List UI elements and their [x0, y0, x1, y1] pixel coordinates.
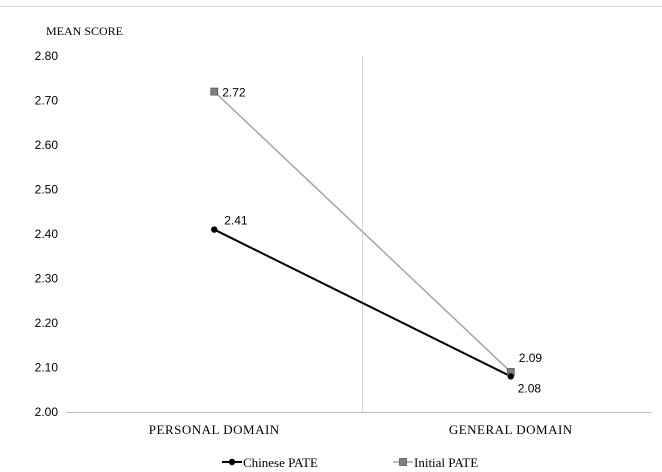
- data-label: 2.41: [224, 214, 248, 228]
- legend-swatch-marker: [228, 458, 236, 466]
- y-tick-label: 2.70: [35, 94, 59, 108]
- y-tick-label: 2.20: [35, 316, 59, 330]
- x-tick-label: PERSONAL DOMAIN: [149, 422, 280, 437]
- legend-label: Initial PATE: [414, 455, 478, 470]
- legend: Chinese PATE Initial PATE: [222, 455, 478, 470]
- series-line-initial-pate: [213, 91, 512, 373]
- y-tick-label: 2.10: [35, 361, 59, 375]
- x-axis-labels: PERSONAL DOMAIN GENERAL DOMAIN: [149, 422, 573, 437]
- y-tick-label: 2.80: [35, 49, 59, 63]
- data-point-marker: [507, 373, 514, 380]
- data-point-marker: [210, 87, 219, 96]
- y-tick-label: 2.50: [35, 183, 59, 197]
- series-line-chinese-pate: [213, 228, 512, 378]
- x-tick-label: GENERAL DOMAIN: [449, 422, 573, 437]
- series-lines: 2.41 2.08 2.72 2.09: [210, 86, 543, 395]
- legend-label: Chinese PATE: [243, 455, 318, 470]
- y-tick-label: 2.60: [35, 138, 59, 152]
- y-axis-title: MEAN SCORE: [46, 24, 123, 38]
- data-label: 2.72: [222, 86, 246, 100]
- y-tick-label: 2.30: [35, 272, 59, 286]
- legend-swatch-marker: [399, 458, 407, 466]
- y-axis-ticks: 2.00 2.10 2.20 2.30 2.40 2.50 2.60 2.70 2.80: [35, 49, 59, 419]
- y-tick-label: 2.00: [35, 405, 59, 419]
- data-label: 2.09: [519, 351, 543, 365]
- data-point-marker: [211, 226, 218, 233]
- y-tick-label: 2.40: [35, 227, 59, 241]
- data-label: 2.08: [518, 381, 542, 395]
